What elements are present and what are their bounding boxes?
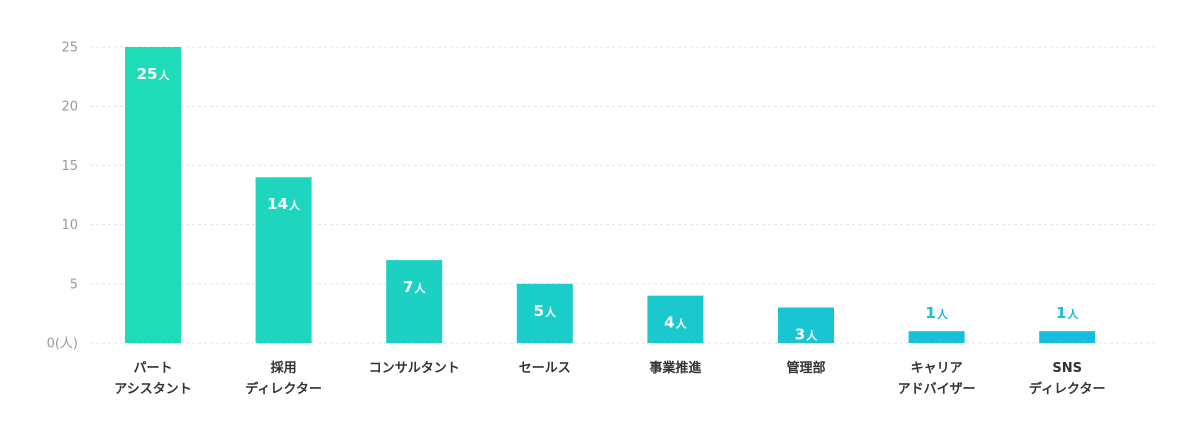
y-tick-label: 5 (70, 277, 78, 292)
y-tick-label: 10 (61, 218, 78, 233)
x-tick-label: パート (133, 361, 172, 376)
bar (1039, 331, 1096, 343)
value-labels: 25人 14人 7人 5人 4人 3人 1人 1人 (137, 65, 1080, 343)
y-tick-label: 0(人) (47, 337, 78, 352)
y-axis-ticks: 0(人) 5 10 15 20 25 (47, 41, 78, 352)
data-label: 1人 (925, 304, 948, 322)
data-label: 25人 (137, 65, 171, 83)
data-label: 5人 (534, 302, 557, 320)
bar (516, 283, 573, 343)
bar (125, 47, 181, 343)
bars (125, 47, 1096, 343)
x-tick-label: ディレクター (1029, 381, 1106, 397)
y-tick-label: 25 (61, 41, 78, 56)
data-label: 1人 (1056, 304, 1079, 322)
bar (386, 260, 443, 343)
x-tick-label: SNS (1052, 361, 1082, 376)
x-tick-label: アドバイザー (898, 382, 976, 397)
data-label: 14人 (267, 195, 301, 213)
x-tick-label: 採用 (271, 360, 297, 376)
grid-lines (90, 46, 1158, 344)
y-tick-label: 20 (61, 100, 78, 115)
x-tick-label: コンサルタント (369, 361, 460, 376)
data-label: 3人 (795, 325, 818, 343)
x-tick-label: 管理部 (786, 360, 825, 376)
x-tick-label: キャリア (911, 361, 963, 376)
bar (778, 307, 834, 343)
bar (647, 295, 704, 343)
bar (255, 177, 312, 343)
y-tick-label: 15 (61, 159, 78, 174)
x-tick-label: ディレクター (245, 381, 322, 397)
data-label: 4人 (664, 314, 687, 332)
x-tick-label: アシスタント (114, 382, 191, 397)
data-label: 7人 (403, 278, 426, 296)
bar (908, 331, 965, 343)
x-tick-label: 事業推進 (649, 360, 701, 376)
x-tick-label: セールス (519, 361, 571, 376)
